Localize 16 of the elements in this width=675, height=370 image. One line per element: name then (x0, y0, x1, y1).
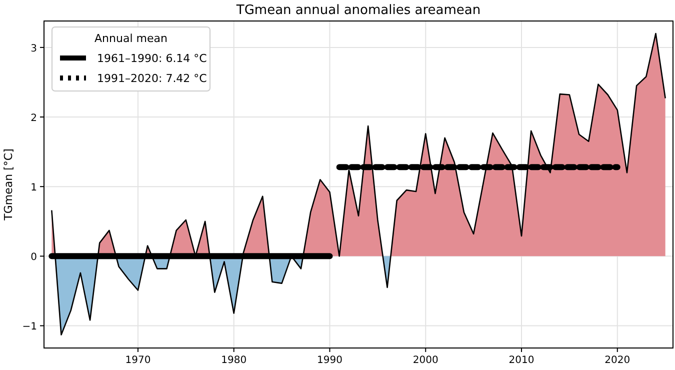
y-tick-label: 2 (30, 113, 37, 124)
y-tick-label: 3 (30, 43, 37, 54)
x-tick-label: 2010 (508, 355, 534, 366)
y-tick-label: 1 (30, 182, 37, 194)
chart-title: TGmean annual anomalies areamean (235, 3, 481, 18)
x-tick-label: 1990 (317, 355, 342, 366)
x-tick-label: 2020 (604, 355, 630, 366)
x-tick-label: 1970 (125, 355, 151, 366)
x-tick-label: 1980 (221, 355, 247, 366)
legend-label: 1991–2020: 7.42 °C (97, 72, 208, 85)
legend-label: 1961–1990: 6.14 °C (97, 52, 208, 65)
y-axis-title: TGmean [°C] (2, 148, 15, 222)
x-tick-label: 2000 (412, 355, 438, 366)
legend-title: Annual mean (94, 32, 168, 45)
y-tick-label: 0 (30, 252, 37, 264)
y-tick-label: −1 (22, 322, 37, 333)
